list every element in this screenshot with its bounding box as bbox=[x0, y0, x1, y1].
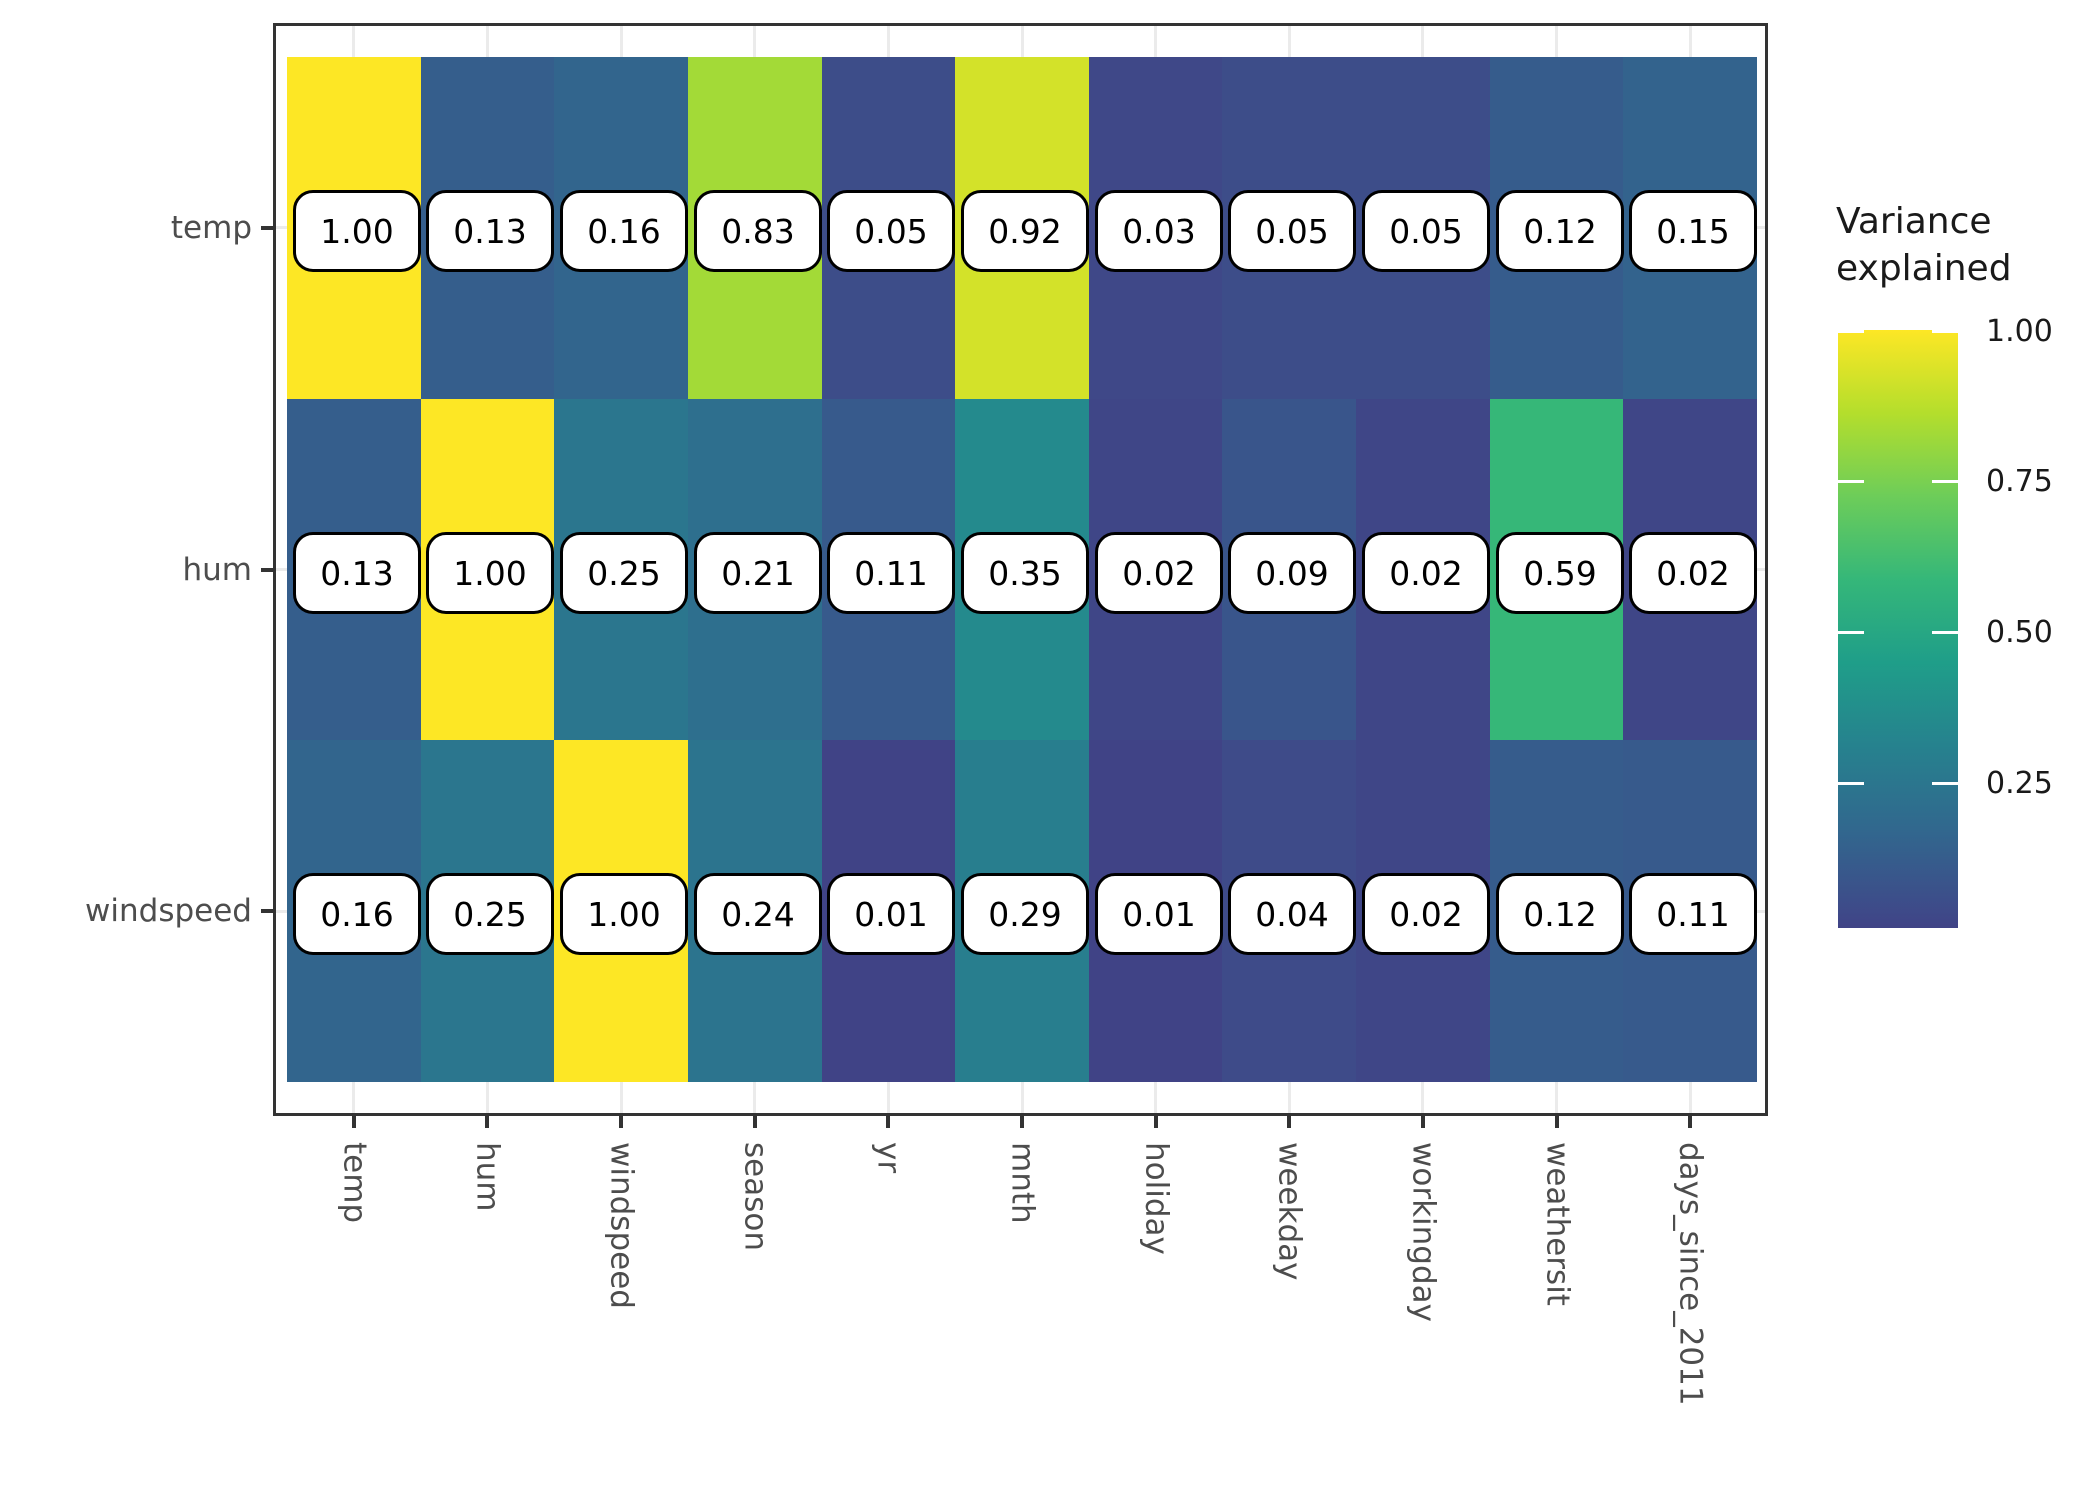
legend-tick bbox=[1838, 782, 1864, 785]
cell-value-label: 0.02 bbox=[1629, 532, 1757, 614]
cell-value-label: 0.12 bbox=[1496, 873, 1624, 955]
y-tick bbox=[261, 226, 273, 230]
legend-tick bbox=[1838, 480, 1864, 483]
legend-tick bbox=[1838, 330, 1864, 333]
y-axis-label: windspeed bbox=[85, 893, 252, 929]
cell-value-label: 0.25 bbox=[560, 532, 688, 614]
cell-value-label: 0.13 bbox=[426, 190, 554, 272]
cell-value-label: 0.16 bbox=[293, 873, 421, 955]
cell-value-label: 0.16 bbox=[560, 190, 688, 272]
x-tick bbox=[1287, 1116, 1291, 1128]
cell-value-label: 0.03 bbox=[1095, 190, 1223, 272]
x-axis-label: weathersit bbox=[1539, 1142, 1576, 1306]
cell-value-label: 0.09 bbox=[1228, 532, 1356, 614]
x-tick bbox=[1154, 1116, 1158, 1128]
cell-value-label: 0.11 bbox=[827, 532, 955, 614]
x-tick bbox=[1555, 1116, 1559, 1128]
cell-value-label: 0.25 bbox=[426, 873, 554, 955]
y-axis-label: temp bbox=[170, 210, 252, 246]
legend-tick-label: 0.25 bbox=[1986, 766, 2053, 801]
cell-value-label: 0.12 bbox=[1496, 190, 1624, 272]
x-tick bbox=[1688, 1116, 1692, 1128]
cell-value-label: 0.13 bbox=[293, 532, 421, 614]
x-axis-label: holiday bbox=[1138, 1142, 1175, 1255]
legend-tick bbox=[1932, 782, 1958, 785]
x-axis-label: season bbox=[737, 1142, 774, 1251]
legend-colorbar bbox=[1838, 330, 1958, 928]
x-axis-label: mnth bbox=[1004, 1142, 1041, 1224]
x-axis-label: weekday bbox=[1271, 1142, 1308, 1281]
legend-tick bbox=[1932, 480, 1958, 483]
x-axis-label: hum bbox=[469, 1142, 506, 1212]
cell-value-label: 0.01 bbox=[1095, 873, 1223, 955]
cell-value-label: 0.92 bbox=[961, 190, 1089, 272]
y-axis-label: hum bbox=[182, 552, 253, 588]
cell-value-label: 0.24 bbox=[694, 873, 822, 955]
x-axis-label: temp bbox=[336, 1142, 373, 1224]
x-tick bbox=[753, 1116, 757, 1128]
cell-value-label: 0.04 bbox=[1228, 873, 1356, 955]
legend-tick-label: 1.00 bbox=[1986, 314, 2053, 349]
x-tick bbox=[1421, 1116, 1425, 1128]
cell-value-label: 0.35 bbox=[961, 532, 1089, 614]
x-tick bbox=[352, 1116, 356, 1128]
cell-value-label: 0.05 bbox=[1362, 190, 1490, 272]
legend-tick bbox=[1932, 330, 1958, 333]
x-axis-label: yr bbox=[870, 1142, 907, 1174]
y-tick bbox=[261, 909, 273, 913]
cell-value-label: 1.00 bbox=[560, 873, 688, 955]
cell-value-label: 0.02 bbox=[1362, 873, 1490, 955]
cell-value-label: 0.83 bbox=[694, 190, 822, 272]
legend-tick bbox=[1838, 631, 1864, 634]
cell-value-label: 0.05 bbox=[827, 190, 955, 272]
x-tick bbox=[1020, 1116, 1024, 1128]
legend-tick-label: 0.50 bbox=[1986, 615, 2053, 650]
cell-value-label: 0.02 bbox=[1362, 532, 1490, 614]
y-tick bbox=[261, 568, 273, 572]
cell-value-label: 0.21 bbox=[694, 532, 822, 614]
cell-value-label: 0.11 bbox=[1629, 873, 1757, 955]
cell-value-label: 0.02 bbox=[1095, 532, 1223, 614]
cell-value-label: 0.15 bbox=[1629, 190, 1757, 272]
cell-value-label: 0.01 bbox=[827, 873, 955, 955]
x-axis-label: windspeed bbox=[603, 1142, 640, 1309]
x-axis-label: workingday bbox=[1405, 1142, 1442, 1322]
legend-tick bbox=[1932, 631, 1958, 634]
cell-value-label: 1.00 bbox=[426, 532, 554, 614]
cell-value-label: 1.00 bbox=[293, 190, 421, 272]
legend-title: Variance explained bbox=[1836, 201, 2012, 289]
cell-value-label: 0.05 bbox=[1228, 190, 1356, 272]
x-tick bbox=[886, 1116, 890, 1128]
x-tick bbox=[619, 1116, 623, 1128]
x-tick bbox=[485, 1116, 489, 1128]
cell-value-label: 0.59 bbox=[1496, 532, 1624, 614]
legend-tick-label: 0.75 bbox=[1986, 464, 2053, 499]
cell-value-label: 0.29 bbox=[961, 873, 1089, 955]
x-axis-label: days_since_2011 bbox=[1672, 1142, 1709, 1406]
